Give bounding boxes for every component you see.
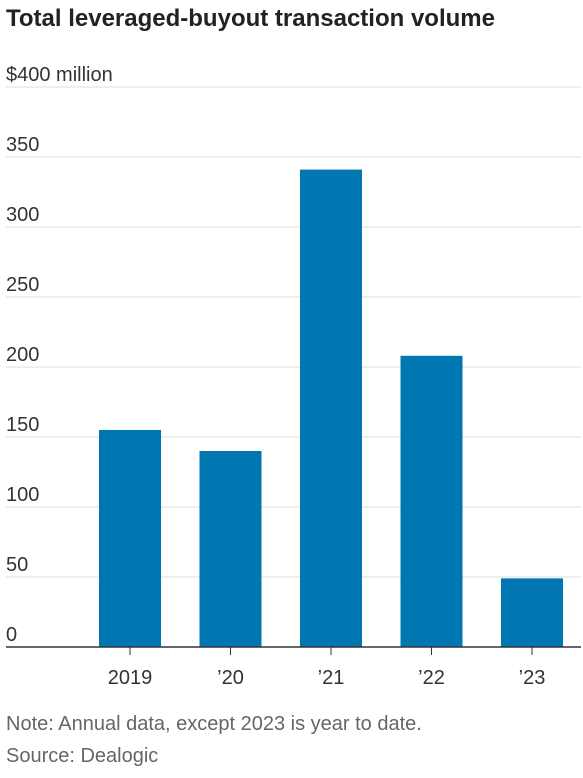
bars [99,169,563,647]
bar-chart: 0 50 100 150 200 250 300 350 $400 million 2019 ’2… [6,64,581,689]
x-tick-label: ’22 [418,667,445,689]
chart-title: Total leveraged-buyout transaction volum… [6,5,495,32]
y-tick-label: 50 [6,554,28,576]
y-tick-label: 0 [6,624,17,646]
x-tick-label: ’23 [519,667,546,689]
bar [501,578,563,647]
gridlines [6,86,581,578]
y-tick-label: 150 [6,414,39,436]
x-axis-tick-labels: 2019 ’20 ’21 ’22 ’23 [108,647,546,689]
x-tick-label: ’21 [318,667,345,689]
y-tick-label: 300 [6,204,39,226]
y-tick-label: $400 million [6,64,113,86]
y-tick-label: 250 [6,274,39,296]
x-tick-label: 2019 [108,667,153,689]
y-tick-label: 200 [6,344,39,366]
bar [300,169,362,647]
x-tick-label: ’20 [217,667,244,689]
y-tick-label: 100 [6,484,39,506]
chart-source: Source: Dealogic [6,745,159,767]
y-axis-tick-labels: 0 50 100 150 200 250 300 350 $400 million [6,64,113,646]
y-tick-label: 350 [6,134,39,156]
bar [400,355,463,647]
bar [199,451,262,647]
bar [99,430,161,647]
chart-note: Note: Annual data, except 2023 is year t… [6,713,422,735]
